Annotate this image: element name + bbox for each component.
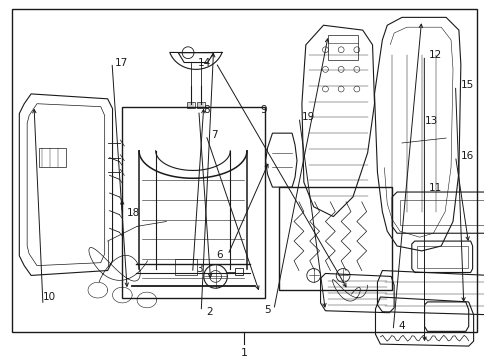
Bar <box>328 35 357 59</box>
Text: 2: 2 <box>206 306 212 316</box>
Text: 18: 18 <box>127 208 140 218</box>
Text: 1: 1 <box>240 348 247 358</box>
Text: 17: 17 <box>115 58 128 68</box>
Bar <box>39 148 66 167</box>
Text: 12: 12 <box>428 50 442 60</box>
Text: 7: 7 <box>210 130 217 140</box>
Text: 16: 16 <box>460 151 473 161</box>
Text: 9: 9 <box>260 105 266 115</box>
Text: 14: 14 <box>197 58 210 68</box>
Text: 6: 6 <box>216 250 223 260</box>
Text: 4: 4 <box>397 321 404 331</box>
Bar <box>279 187 391 290</box>
Text: 13: 13 <box>424 116 437 126</box>
Text: 15: 15 <box>460 81 473 90</box>
Text: 19: 19 <box>302 112 315 122</box>
Text: 11: 11 <box>428 183 442 193</box>
Text: 10: 10 <box>43 292 56 302</box>
Bar <box>197 102 204 108</box>
Bar <box>235 267 243 275</box>
Bar <box>416 246 467 267</box>
Text: 8: 8 <box>203 105 210 115</box>
Text: 5: 5 <box>264 305 270 315</box>
Bar <box>175 259 196 275</box>
Bar <box>187 102 195 108</box>
Bar <box>122 107 264 298</box>
Text: 3: 3 <box>196 264 203 274</box>
